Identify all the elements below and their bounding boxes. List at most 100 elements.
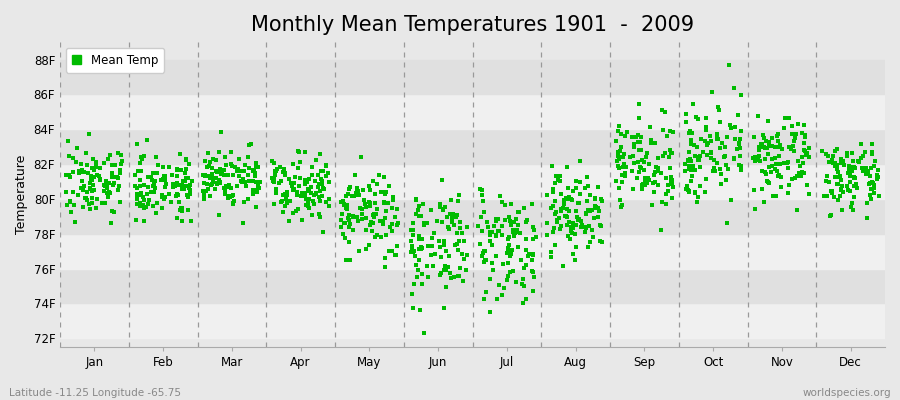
Point xyxy=(183,191,197,198)
Point xyxy=(146,183,160,190)
Point xyxy=(284,180,298,186)
Point xyxy=(585,207,599,213)
Point xyxy=(352,248,366,254)
Point xyxy=(101,190,115,196)
Point xyxy=(248,164,263,170)
Point xyxy=(501,214,516,220)
Point xyxy=(169,215,184,222)
Point xyxy=(248,173,263,180)
Point xyxy=(491,215,505,222)
Point xyxy=(525,201,539,207)
Point xyxy=(832,174,846,180)
Point xyxy=(867,185,881,192)
Point xyxy=(417,330,431,336)
Point xyxy=(580,207,595,214)
Point xyxy=(477,208,491,215)
Point xyxy=(759,138,773,145)
Point xyxy=(411,236,426,242)
Point xyxy=(615,154,629,160)
Point xyxy=(157,172,171,179)
Point xyxy=(613,148,627,155)
Point xyxy=(286,186,301,193)
Point xyxy=(727,154,742,161)
Point xyxy=(235,219,249,226)
Point xyxy=(110,174,124,180)
Point xyxy=(267,176,282,182)
Point xyxy=(842,173,857,179)
Point xyxy=(502,218,517,224)
Point xyxy=(578,229,592,236)
Point xyxy=(370,206,384,212)
Point xyxy=(85,173,99,179)
Point xyxy=(824,188,839,194)
Point xyxy=(688,188,703,195)
Point xyxy=(706,89,720,96)
Point xyxy=(770,133,784,140)
Point xyxy=(139,204,153,210)
Point xyxy=(406,280,420,287)
Point xyxy=(681,188,696,194)
Point xyxy=(712,107,726,113)
Point xyxy=(594,222,608,229)
Point xyxy=(88,204,103,211)
Point xyxy=(825,153,840,159)
Point xyxy=(824,157,839,163)
Point xyxy=(773,142,788,149)
Point xyxy=(856,153,870,159)
Point xyxy=(502,242,517,248)
Point xyxy=(363,222,377,228)
Point xyxy=(240,154,255,160)
Point xyxy=(306,198,320,204)
Point xyxy=(299,196,313,202)
Point xyxy=(288,174,302,180)
Point xyxy=(724,125,738,132)
Point xyxy=(391,220,405,226)
Point xyxy=(420,262,435,269)
Point xyxy=(412,212,427,219)
Point xyxy=(789,207,804,213)
Point xyxy=(213,128,228,135)
Point xyxy=(130,140,144,147)
Point xyxy=(354,204,368,211)
Point xyxy=(572,179,587,186)
Point xyxy=(761,164,776,170)
Point xyxy=(643,124,657,130)
Point xyxy=(237,199,251,205)
Point xyxy=(778,115,792,121)
Point xyxy=(209,168,223,174)
Point xyxy=(182,185,196,191)
Point xyxy=(653,169,668,176)
Point xyxy=(216,172,230,178)
Point xyxy=(97,200,112,206)
Point xyxy=(589,204,603,210)
Point xyxy=(548,198,562,204)
Point xyxy=(298,181,312,187)
Point xyxy=(219,187,233,193)
Point xyxy=(476,250,491,256)
Point xyxy=(714,181,728,188)
Point xyxy=(704,149,718,156)
Point xyxy=(768,144,782,150)
Point xyxy=(378,215,392,222)
Point xyxy=(384,228,399,235)
Point xyxy=(436,206,450,212)
Point xyxy=(478,247,492,254)
Point xyxy=(303,190,318,196)
Point xyxy=(433,204,447,210)
Point xyxy=(317,185,331,192)
Point xyxy=(760,118,775,124)
Point xyxy=(382,248,397,254)
Point xyxy=(613,197,627,204)
Point xyxy=(137,218,151,224)
Point xyxy=(319,199,333,205)
Point xyxy=(311,194,326,200)
Point xyxy=(307,192,321,198)
Point xyxy=(199,188,213,194)
Point xyxy=(611,149,625,156)
Point xyxy=(166,181,180,187)
Point xyxy=(491,295,505,302)
Point xyxy=(658,108,672,115)
Point xyxy=(87,186,102,193)
Point xyxy=(655,107,670,113)
Point xyxy=(346,212,361,219)
